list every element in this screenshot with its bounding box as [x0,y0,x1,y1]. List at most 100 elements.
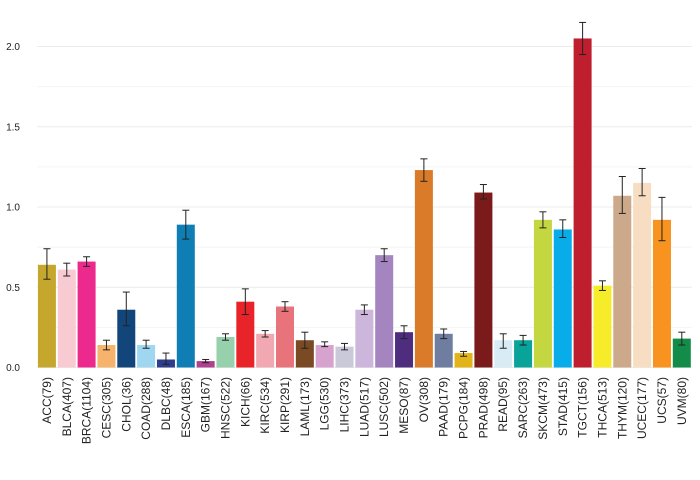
error-bar-paad [440,328,448,340]
x-tick-label: CHOL(36) [119,377,133,432]
bar-acc [37,264,56,368]
x-tick-label: COAD(288) [139,377,153,440]
x-tick-label: CESC(305) [99,377,113,438]
bar-stad [553,229,572,368]
bar-read [494,340,513,368]
x-tick-label: THYM(120) [615,377,629,439]
x-tick-label: STAD(415) [556,377,570,436]
x-tick-label: PCPG(184) [457,377,471,439]
error-bar-kich [241,288,249,316]
x-tick-label: KIRC(534) [258,377,272,434]
error-bar-kirc [261,330,269,338]
x-tick-label: UCEC(177) [635,377,649,439]
x-tick-label: UCS(57) [655,377,669,424]
error-bar-thca [598,280,606,291]
x-tick-label: SKCM(473) [536,377,550,440]
error-bar-meso [400,325,408,340]
error-bar-gbm [202,358,210,364]
bar-meso [395,332,414,368]
error-bar-kirp [281,301,289,312]
x-tick-label: KIRP(291) [278,377,292,433]
y-axis-ticks: 0.0 0.5 1.0 1.5 2.0 [6,42,20,374]
bar-thym [613,195,632,368]
bar-chol [117,309,136,368]
x-tick-label: LUAD(517) [357,377,371,437]
error-bar-tgct [579,21,587,56]
bar-prad [474,192,493,368]
bar-coad [137,345,156,368]
bar-thca [593,285,612,368]
error-bar-skcm [539,211,547,229]
x-tick-label: LGG(530) [318,377,332,430]
x-tick-label: OV(308) [417,377,431,422]
x-tick-label: PAAD(179) [437,377,451,437]
x-tick-label: HNSC(522) [218,377,232,439]
error-bar-sarc [519,334,527,346]
bar-pcpg [454,353,473,368]
x-tick-label: TGCT(156) [576,377,590,438]
error-bar-hnsc [221,333,229,341]
error-bar-pcpg [460,350,468,357]
bar-kirc [256,333,275,368]
bar-uvm [672,338,691,368]
y-tick-label: 0.5 [6,283,20,294]
error-bar-luad [360,304,368,316]
error-bar-esca [182,209,190,240]
bar-paad [434,333,453,368]
error-bar-dlbc [162,352,170,365]
bar-ov [414,170,433,368]
x-tick-label: READ(95) [496,377,510,432]
bar-lusc [375,255,394,368]
error-bar-lgg [321,341,329,348]
bar-kirp [276,306,294,368]
x-tick-label: BRCA(1104) [80,377,94,444]
x-tick-label: GBM(167) [199,377,213,432]
bar-laml [295,340,314,368]
bar-gbm [196,361,215,368]
error-bar-uvm [678,331,686,346]
bar-lgg [315,345,334,368]
error-bar-stad [559,219,567,238]
bar-ucec [633,182,652,368]
x-tick-label: PRAD(498) [476,377,490,438]
bar-cesc [97,345,116,368]
x-axis-labels: ACC(79) BLCA(407) BRCA(1104) CESC(305) CHOL(… [40,377,689,444]
x-tick-label: UVM(80) [675,377,689,425]
x-tick-label: THCA(513) [595,377,609,438]
bar-kich [236,301,255,368]
error-bar-laml [301,331,309,349]
error-bar-ucec [638,167,646,197]
error-bar-blca [63,262,71,277]
bar-brca [77,261,96,368]
bar-hnsc [216,337,235,368]
error-bar-acc [43,248,51,280]
y-tick-label: 0.0 [6,363,20,374]
bar-skcm [533,219,552,368]
bar-luad [355,309,374,368]
error-bars [43,21,686,365]
bar-esca [176,224,195,368]
y-tick-label: 1.0 [6,203,20,214]
error-bar-lusc [380,248,388,263]
x-tick-label: ESCA(185) [179,377,193,438]
x-tick-label: SARC(263) [516,377,530,438]
bar-sarc [514,340,533,368]
x-tick-label: ACC(79) [40,377,54,424]
error-bar-read [499,333,507,349]
x-tick-label: DLBC(48) [159,377,173,430]
x-tick-label: LUSC(502) [377,377,391,437]
error-bar-chol [122,291,130,327]
x-tick-label: MESO(87) [397,377,411,434]
bar-blca [57,269,76,368]
bar-ucs [652,219,671,368]
x-tick-label: BLCA(407) [60,377,74,436]
bar-lihc [335,346,354,368]
error-bar-ucs [658,196,666,242]
error-bar-coad [142,339,150,349]
error-bar-thym [618,176,626,214]
y-tick-label: 2.0 [6,42,20,53]
x-tick-label: KICH(66) [238,377,252,427]
y-tick-label: 1.5 [6,122,20,133]
x-tick-label: LIHC(373) [338,377,352,432]
